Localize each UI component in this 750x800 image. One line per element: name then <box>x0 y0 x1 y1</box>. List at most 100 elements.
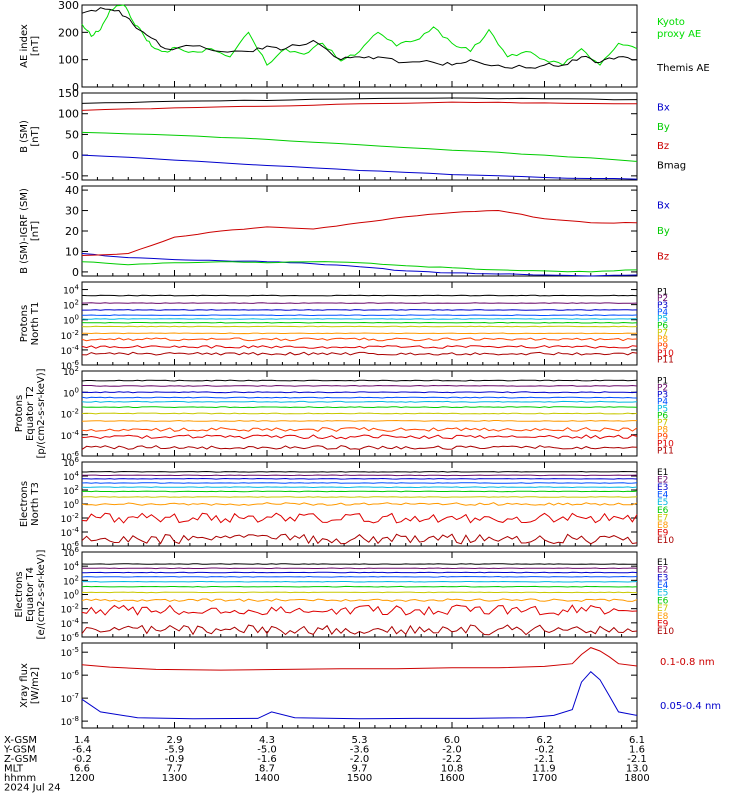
series-line <box>81 434 638 440</box>
y-tick-label: 10-6 <box>61 669 80 682</box>
ephemeris-row-label: MLT <box>4 764 24 775</box>
series-line <box>81 474 638 477</box>
legend-entry: P4 <box>657 308 668 318</box>
y-axis-label: Protons <box>19 305 30 342</box>
legend-entry: E10 <box>657 536 674 546</box>
y-tick-label: 102 <box>63 574 79 587</box>
ephemeris-value: -0.2 <box>72 754 92 765</box>
y-tick-label: 10-7 <box>61 692 79 705</box>
legend-entry: P10 <box>657 440 674 450</box>
legend-entry: Bx <box>657 103 670 114</box>
y-tick-label: 100 <box>63 589 79 602</box>
y-tick-label: 10 <box>65 245 79 258</box>
legend-entry: 0.1-0.8 nm <box>660 657 715 668</box>
ephemeris-value: 9.7 <box>352 764 368 775</box>
y-axis-label: [nT] <box>30 221 41 241</box>
series-line <box>81 321 638 324</box>
legend-entry: E10 <box>657 627 674 637</box>
legend-entry: P2 <box>657 294 668 304</box>
ephemeris-value: 5.3 <box>352 735 368 746</box>
time-tick-label: 1200 <box>69 773 94 784</box>
legend-entry: By <box>657 226 670 237</box>
y-tick-label: 102 <box>63 299 79 312</box>
y-tick-label: 150 <box>58 87 79 100</box>
y-tick-label: 300 <box>58 0 79 12</box>
y-tick-label: 106 <box>63 546 79 559</box>
legend-entry: P6 <box>657 412 668 422</box>
y-tick-label: 100 <box>58 108 79 121</box>
legend-entry: 0.05-0.4 nm <box>660 701 721 712</box>
ephemeris-value: 6.1 <box>629 735 645 746</box>
legend-entry: E6 <box>657 596 669 606</box>
ephemeris-value: 10.8 <box>441 764 463 775</box>
series-line <box>81 337 638 342</box>
series-line <box>81 379 638 382</box>
ephemeris-value: -2.1 <box>627 754 647 765</box>
y-tick-label: 10-2 <box>61 329 79 342</box>
series-line <box>81 512 638 524</box>
y-tick-label: 200 <box>58 26 79 39</box>
legend-entry: P8 <box>657 426 668 436</box>
series-line <box>81 400 638 403</box>
legend-entry: P4 <box>657 398 668 408</box>
legend-entry: E5 <box>657 589 668 599</box>
y-tick-label: 10-4 <box>61 429 80 442</box>
ephemeris-value: 1.4 <box>74 735 90 746</box>
y-tick-label: 10-5 <box>61 646 79 659</box>
y-tick-label: 102 <box>63 484 79 497</box>
series-line <box>81 624 638 636</box>
legend-entry: Kyoto <box>657 17 685 28</box>
y-tick-label: 106 <box>63 456 79 469</box>
y-tick-label: 10-8 <box>61 715 79 728</box>
ephemeris-value: 1.6 <box>629 745 645 756</box>
time-tick-label: 1500 <box>347 773 372 784</box>
y-tick-label: 40 <box>65 184 79 197</box>
legend-entry: P1 <box>657 287 668 297</box>
legend-entry: E8 <box>657 521 669 531</box>
y-tick-label: 50 <box>65 128 79 141</box>
ephemeris-value: -2.0 <box>442 745 462 756</box>
y-tick-label: 10-4 <box>61 617 80 630</box>
legend-entry: P11 <box>657 447 674 457</box>
legend-entry: P9 <box>657 433 668 443</box>
y-tick-label: 104 <box>63 284 79 297</box>
series-line <box>81 427 638 432</box>
series-line <box>82 580 638 583</box>
y-tick-label: 104 <box>63 470 79 483</box>
ephemeris-value: -0.9 <box>165 754 185 765</box>
ephemeris-value: 2.9 <box>167 735 183 746</box>
series-line <box>81 670 638 720</box>
legend-entry: E4 <box>657 581 669 591</box>
y-axis-label: [nT] <box>30 126 41 146</box>
y-axis-label: AE index <box>19 24 30 68</box>
legend-entry: P9 <box>657 342 668 352</box>
series-line <box>81 318 637 320</box>
series-line <box>81 412 638 415</box>
series-line <box>81 97 638 104</box>
legend-entry: Bx <box>657 200 670 211</box>
ephemeris-value: -6.4 <box>72 745 92 756</box>
y-axis-label: North T1 <box>30 302 41 346</box>
legend-entry: E6 <box>657 506 669 516</box>
series-line <box>81 575 638 578</box>
y-tick-label: 10-2 <box>61 512 79 525</box>
time-tick-label: 1700 <box>532 773 557 784</box>
series-line <box>81 4 638 66</box>
series-line <box>81 351 638 356</box>
y-tick-label: 102 <box>63 365 79 378</box>
ephemeris-value: 6.6 <box>74 764 90 775</box>
y-tick-label: 100 <box>58 54 79 67</box>
ephemeris-value: -2.1 <box>535 754 555 765</box>
series-line <box>81 585 638 588</box>
legend-entry: P7 <box>657 328 668 338</box>
series-line <box>82 332 637 335</box>
y-tick-label: 100 <box>63 498 79 511</box>
legend-entry: E7 <box>657 604 668 614</box>
legend-entry: Themis AE <box>656 63 710 74</box>
legend-entry: P1 <box>657 377 668 387</box>
series-line <box>81 302 638 304</box>
series-line <box>81 406 638 409</box>
date-label: 2024 Jul 24 <box>4 783 61 794</box>
legend-entry: E9 <box>657 529 669 539</box>
series-line <box>81 396 638 399</box>
